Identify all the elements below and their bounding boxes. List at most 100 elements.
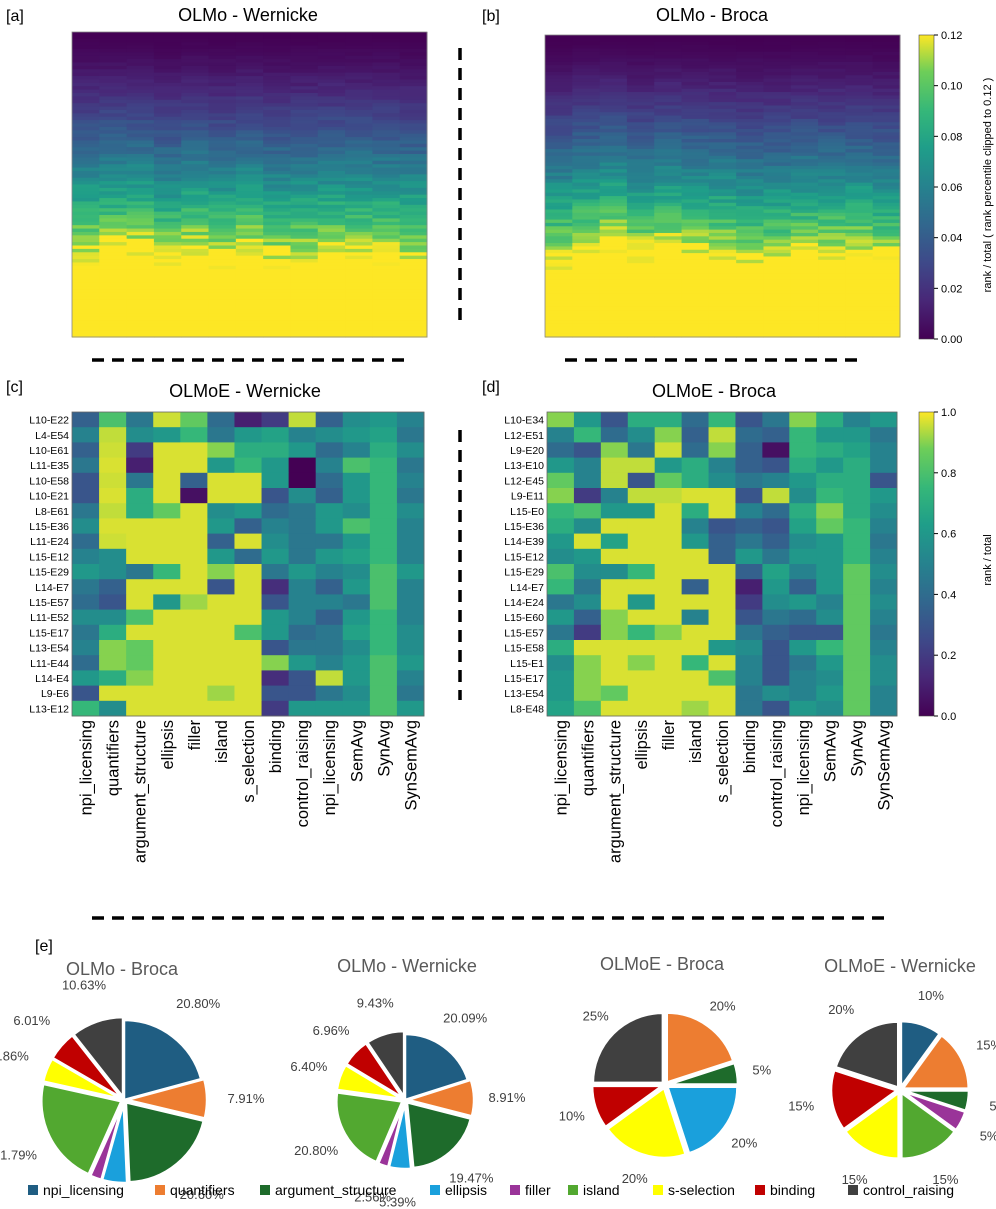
heatmap-cell: [708, 41, 737, 46]
heatmap-cell: [763, 320, 792, 325]
heatmap-cell: [72, 292, 100, 297]
heatmap-cell: [790, 330, 819, 335]
heatmap-cell: [345, 55, 373, 60]
heatmap-cell: [290, 82, 319, 87]
heatmap-cell: [872, 206, 901, 211]
heatmap-cell: [345, 69, 373, 74]
heatmap-cell: [235, 330, 264, 335]
heatmap-cell: [736, 38, 764, 43]
heatmap-cell: [600, 427, 629, 443]
heatmap-cell: [763, 286, 792, 291]
heatmap-cell: [342, 518, 371, 534]
heatmap-cell: [235, 215, 264, 219]
heatmap-cell: [207, 503, 235, 519]
heatmap-cell: [99, 42, 128, 47]
heatmap-cell: [263, 333, 291, 338]
heatmap-cell: [345, 96, 373, 101]
heatmap-cell: [599, 256, 628, 261]
heatmap-cell: [208, 309, 237, 314]
heatmap-cell: [235, 248, 264, 253]
heatmap-cell: [736, 219, 764, 224]
heatmap-cell: [845, 279, 874, 284]
heatmap-cell: [290, 174, 319, 179]
heatmap-cell: [626, 306, 655, 311]
heatmap-cell: [763, 290, 792, 294]
heatmap-cell: [181, 238, 210, 243]
heatmap-cell: [99, 201, 128, 206]
heatmap-cell: [872, 239, 901, 244]
heatmap-cell: [736, 35, 764, 39]
legend-label: filler: [525, 1182, 551, 1198]
heatmap-cell: [845, 199, 874, 204]
heatmap-cell: [317, 201, 346, 206]
heatmap-cell: [99, 99, 128, 104]
heatmap-cell: [545, 48, 573, 53]
heatmap-cell: [399, 276, 428, 280]
heatmap-cell: [572, 256, 601, 261]
heatmap-cell: [654, 212, 683, 217]
heatmap-cell: [317, 160, 346, 165]
heatmap-cell: [845, 266, 874, 271]
heatmap-cell: [263, 59, 291, 64]
heatmap-cell: [317, 299, 346, 304]
heatmap-cell: [545, 115, 573, 120]
heatmap-cell: [317, 116, 346, 121]
heatmap-cell: [317, 296, 346, 301]
heatmap-cell: [99, 143, 128, 148]
heatmap-cell: [845, 128, 874, 133]
heatmap-cell: [872, 172, 901, 177]
heatmap-cell: [790, 102, 819, 107]
heatmap-cell: [72, 167, 100, 172]
heatmap-cell: [99, 259, 128, 264]
heatmap-cell: [572, 58, 601, 63]
heatmap-cell: [572, 199, 601, 204]
heatmap-cell: [626, 293, 655, 298]
heatmap-cell: [345, 279, 373, 284]
colorbar-top-label: rank / total ( rank percentile clipped t…: [982, 78, 994, 293]
heatmap-cell: [235, 208, 264, 213]
heatmap-cell: [153, 109, 182, 114]
heatmap-cell: [681, 290, 710, 294]
heatmap-cell: [72, 32, 100, 36]
heatmap-cell: [545, 132, 573, 137]
heatmap-cell: [317, 252, 346, 257]
heatmap-cell: [736, 266, 764, 271]
heatmap-cell: [626, 273, 655, 278]
heatmap-cell: [345, 150, 373, 155]
heatmap-cell: [572, 310, 601, 315]
heatmap-cell: [126, 272, 155, 277]
column-label: filler: [186, 720, 204, 751]
heatmap-cell: [572, 266, 601, 271]
heatmap-cell: [234, 655, 262, 671]
heatmap-cell: [845, 162, 874, 167]
heatmap-cell: [345, 79, 373, 84]
heatmap-cell: [126, 35, 155, 40]
heatmap-cell: [372, 272, 401, 277]
heatmap-cell: [317, 286, 346, 291]
row-label: L15-E12: [504, 551, 544, 563]
heatmap-cell: [818, 300, 846, 305]
heatmap-cell: [72, 303, 100, 308]
legend-swatch: [755, 1185, 765, 1195]
heatmap-cell: [654, 196, 683, 201]
legend-label: quantifiers: [170, 1182, 235, 1198]
heatmap-cell: [654, 457, 683, 474]
pie-slice: [344, 1041, 404, 1100]
heatmap-cell: [234, 700, 262, 717]
heatmap-cell: [263, 72, 291, 77]
heatmap-cell: [654, 58, 683, 63]
heatmap-cell: [599, 303, 628, 308]
heatmap-c: L10-E22L4-E54L10-E61L11-E35L10-E58L10-E2…: [29, 411, 425, 863]
heatmap-cell: [870, 564, 898, 580]
heatmap-cell: [342, 700, 371, 717]
heatmap-cell: [153, 579, 181, 595]
heatmap-cell: [99, 137, 128, 142]
heatmap-cell: [872, 169, 901, 174]
heatmap-cell: [345, 170, 373, 175]
heatmap-cell: [372, 82, 401, 87]
heatmap-cell: [681, 273, 710, 278]
heatmap-cell: [845, 320, 874, 325]
heatmap-cell: [790, 246, 819, 251]
heatmap-cell: [818, 229, 846, 234]
heatmap-cell: [599, 206, 628, 211]
